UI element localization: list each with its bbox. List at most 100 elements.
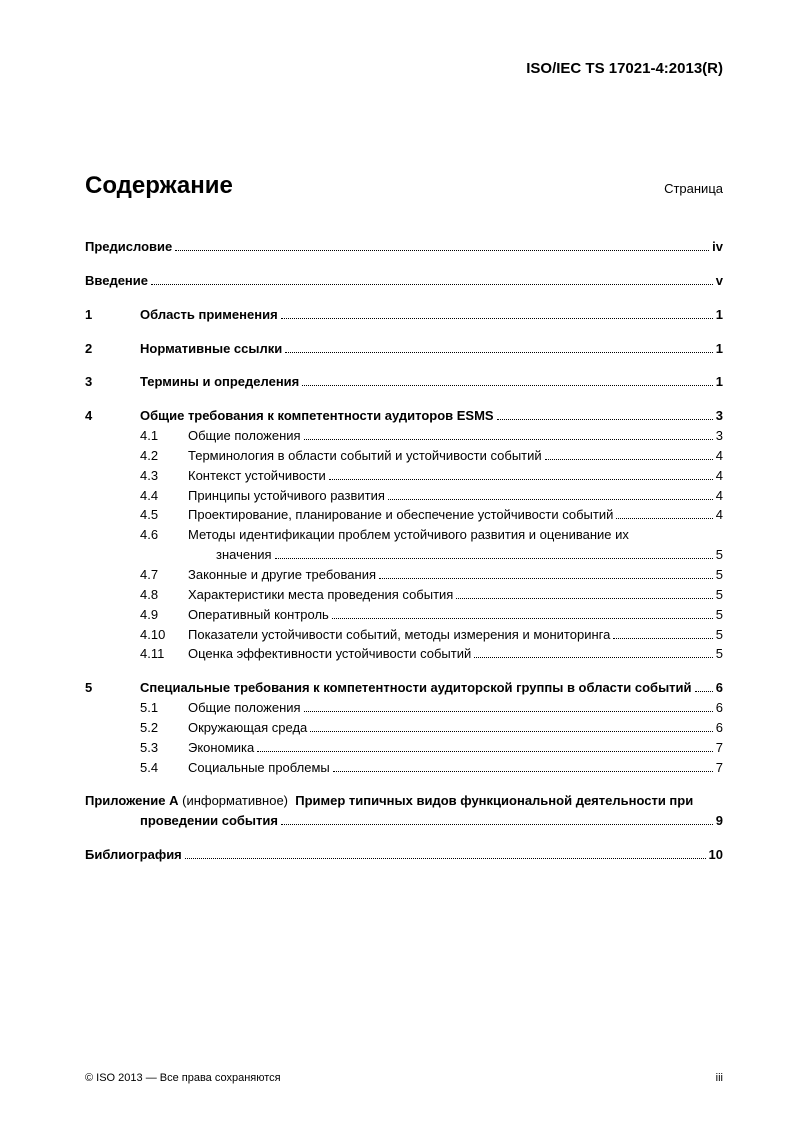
leader-dots (695, 691, 713, 692)
toc-number: 4 (85, 407, 140, 426)
toc-number: 4.2 (140, 447, 188, 466)
leader-dots (275, 558, 713, 559)
leader-dots (545, 459, 713, 460)
toc-entry-5-3: 5.3 Экономика 7 (85, 739, 723, 758)
toc-label: Нормативные ссылки (140, 340, 282, 359)
toc-title: Содержание (85, 172, 233, 200)
page-footer: © ISO 2013 — Все права сохраняются iii (85, 1072, 723, 1084)
toc-number: 1 (85, 306, 140, 325)
toc-page: 7 (716, 759, 723, 778)
leader-dots (304, 711, 713, 712)
toc-number: 4.9 (140, 606, 188, 625)
toc-entry-bibliography: Библиография 10 (85, 846, 723, 865)
toc-page: 10 (709, 846, 723, 865)
annex-label: Приложение A (85, 793, 178, 808)
toc-entry-5-2: 5.2 Окружающая среда 6 (85, 719, 723, 738)
toc-entry-section-1: 1 Область применения 1 (85, 306, 723, 325)
toc-label: Контекст устойчивости (188, 467, 326, 486)
toc-page: iv (712, 238, 723, 257)
page: ISO/IEC TS 17021-4:2013(R) Содержание Ст… (0, 0, 793, 1122)
toc-page: 4 (716, 447, 723, 466)
toc-label: Показатели устойчивости событий, методы … (188, 626, 610, 645)
toc-number: 4.11 (140, 645, 188, 664)
toc-entry-4-10: 4.10 Показатели устойчивости событий, ме… (85, 626, 723, 645)
leader-dots (474, 657, 713, 658)
leader-dots (329, 479, 713, 480)
toc-number: 5.2 (140, 719, 188, 738)
toc-entry-introduction: Введение v (85, 272, 723, 291)
toc-label: Характеристики места проведения события (188, 586, 453, 605)
toc-number: 4.8 (140, 586, 188, 605)
leader-dots (333, 771, 713, 772)
toc-entry-section-3: 3 Термины и определения 1 (85, 373, 723, 392)
toc-page: v (716, 272, 723, 291)
toc-page: 3 (716, 427, 723, 446)
toc-entry-4-11: 4.11 Оценка эффективности устойчивости с… (85, 645, 723, 664)
leader-dots (281, 824, 713, 825)
toc-number: 2 (85, 340, 140, 359)
toc-number: 3 (85, 373, 140, 392)
leader-dots (456, 598, 712, 599)
leader-dots (151, 284, 713, 285)
toc-page: 5 (716, 645, 723, 664)
toc-page: 6 (716, 679, 723, 698)
toc-number: 5.3 (140, 739, 188, 758)
leader-dots (285, 352, 713, 353)
toc-label: Проектирование, планирование и обеспечен… (188, 506, 613, 525)
toc-entry-5-4: 5.4 Социальные проблемы 7 (85, 759, 723, 778)
toc-page: 1 (716, 373, 723, 392)
toc-label: значения (216, 546, 272, 565)
toc-entry-section-2: 2 Нормативные ссылки 1 (85, 340, 723, 359)
toc-entry-4-5: 4.5 Проектирование, планирование и обесп… (85, 506, 723, 525)
leader-dots (257, 751, 713, 752)
toc-number: 4.5 (140, 506, 188, 525)
toc-number: 5.1 (140, 699, 188, 718)
toc-entry-4-7: 4.7 Законные и другие требования 5 (85, 566, 723, 585)
toc-label: Принципы устойчивого развития (188, 487, 385, 506)
toc-number: 4.10 (140, 626, 188, 645)
toc-page: 3 (716, 407, 723, 426)
toc-entry-5-1: 5.1 Общие положения 6 (85, 699, 723, 718)
toc-label: Экономика (188, 739, 254, 758)
leader-dots (616, 518, 712, 519)
toc-number: 4.6 (140, 526, 188, 545)
toc-label: Область применения (140, 306, 278, 325)
toc-number: 4.7 (140, 566, 188, 585)
toc-page: 4 (716, 506, 723, 525)
toc-label: Общие положения (188, 699, 301, 718)
leader-dots (304, 439, 713, 440)
annex-title-1: Пример типичных видов функциональной дея… (295, 793, 693, 808)
toc-entry-4-2: 4.2 Терминология в области событий и уст… (85, 447, 723, 466)
toc-entry-4-1: 4.1 Общие положения 3 (85, 427, 723, 446)
toc-entry-foreword: Предисловие iv (85, 238, 723, 257)
toc-label: Специальные требования к компетентности … (140, 679, 692, 698)
copyright-text: © ISO 2013 — Все права сохраняются (85, 1072, 281, 1084)
toc-label: Законные и другие требования (188, 566, 376, 585)
page-label: Страница (664, 181, 723, 196)
document-id: ISO/IEC TS 17021-4:2013(R) (85, 60, 723, 77)
toc-page: 7 (716, 739, 723, 758)
toc-entry-4-4: 4.4 Принципы устойчивого развития 4 (85, 487, 723, 506)
leader-dots (310, 731, 712, 732)
toc-entry-annex-a: Приложение A (информативное) Пример типи… (85, 792, 723, 831)
toc-page: 5 (716, 566, 723, 585)
toc-label: Введение (85, 272, 148, 291)
toc-page: 5 (716, 626, 723, 645)
leader-dots (185, 858, 706, 859)
toc-label: Термины и определения (140, 373, 299, 392)
toc-number: 5.4 (140, 759, 188, 778)
toc-label: Терминология в области событий и устойчи… (188, 447, 542, 466)
toc-entry-4-6-line1: 4.6 Методы идентификации проблем устойчи… (85, 526, 723, 545)
leader-dots (302, 385, 713, 386)
toc-entry-4-9: 4.9 Оперативный контроль 5 (85, 606, 723, 625)
toc-page: 6 (716, 699, 723, 718)
toc-number: 5 (85, 679, 140, 698)
toc-label: Оперативный контроль (188, 606, 329, 625)
toc-page: 1 (716, 306, 723, 325)
toc-entry-4-8: 4.8 Характеристики места проведения собы… (85, 586, 723, 605)
leader-dots (497, 419, 713, 420)
toc-entry-4-6-line2: значения 5 (85, 546, 723, 565)
toc-label: Методы идентификации проблем устойчивого… (188, 526, 629, 545)
leader-dots (613, 638, 712, 639)
toc-number: 4.3 (140, 467, 188, 486)
